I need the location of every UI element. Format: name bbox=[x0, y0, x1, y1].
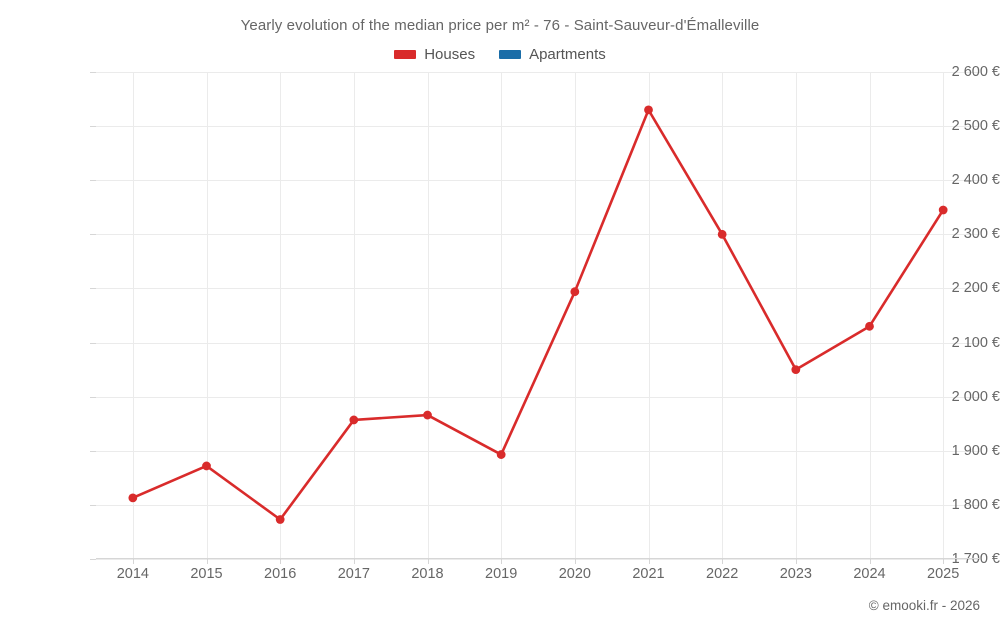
gridline-horizontal bbox=[96, 342, 980, 344]
y-axis-tick-label: 2 000 € bbox=[951, 388, 1000, 405]
gridline-horizontal bbox=[96, 396, 980, 398]
y-axis-tick-mark bbox=[90, 396, 96, 398]
x-axis-tick-label: 2023 bbox=[779, 566, 812, 582]
legend-label-apartments: Apartments bbox=[529, 46, 606, 63]
y-axis-tick-mark bbox=[90, 342, 96, 344]
x-axis-tick-mark bbox=[353, 558, 355, 564]
y-axis-tick-mark bbox=[90, 288, 96, 290]
legend-item-apartments[interactable]: Apartments bbox=[499, 46, 606, 63]
legend-swatch-apartments bbox=[499, 50, 522, 59]
gridline-vertical bbox=[795, 72, 797, 559]
legend-item-houses[interactable]: Houses bbox=[394, 46, 475, 63]
x-axis-tick-label: 2018 bbox=[411, 566, 444, 582]
legend-label-houses: Houses bbox=[424, 46, 476, 63]
gridline-vertical bbox=[574, 72, 576, 559]
chart-title: Yearly evolution of the median price per… bbox=[240, 17, 760, 34]
legend-swatch-houses bbox=[394, 50, 417, 59]
x-axis-tick-mark bbox=[132, 558, 134, 564]
gridline-vertical bbox=[648, 72, 650, 559]
gridline-vertical bbox=[501, 72, 503, 559]
x-axis-tick-label: 2014 bbox=[116, 566, 149, 582]
y-axis-tick-mark bbox=[90, 559, 96, 560]
x-axis-tick-label: 2024 bbox=[853, 566, 886, 582]
y-axis-tick-label: 1 800 € bbox=[951, 496, 1000, 513]
gridline-vertical bbox=[869, 72, 871, 559]
x-axis-line bbox=[96, 558, 980, 559]
x-axis-tick-label: 2019 bbox=[485, 566, 518, 582]
x-axis-tick-mark bbox=[722, 558, 724, 564]
y-axis-tick-label: 2 200 € bbox=[951, 280, 1000, 297]
footer-credit: © emooki.fr - 2026 bbox=[868, 598, 980, 613]
x-axis-tick-label: 2025 bbox=[927, 566, 960, 582]
x-axis-tick-mark bbox=[427, 558, 429, 564]
y-axis-tick-mark bbox=[90, 72, 96, 73]
gridline-horizontal bbox=[96, 559, 980, 560]
y-axis-tick-mark bbox=[90, 450, 96, 452]
x-axis-tick-mark bbox=[206, 558, 208, 564]
x-axis-tick-label: 2017 bbox=[337, 566, 370, 582]
x-axis-tick-label: 2021 bbox=[632, 566, 665, 582]
gridline-vertical bbox=[943, 72, 945, 559]
y-axis-tick-label: 2 600 € bbox=[951, 64, 1000, 80]
chart-legend: Houses Apartments bbox=[0, 46, 1000, 63]
y-axis-tick-mark bbox=[90, 126, 96, 128]
gridline-vertical bbox=[132, 72, 134, 559]
x-axis-tick-mark bbox=[943, 558, 945, 564]
y-axis-tick-mark bbox=[90, 234, 96, 236]
gridline-horizontal bbox=[96, 126, 980, 128]
x-axis-tick-label: 2020 bbox=[558, 566, 591, 582]
gridline-vertical bbox=[280, 72, 282, 559]
gridline-horizontal bbox=[96, 234, 980, 236]
x-axis-tick-mark bbox=[648, 558, 650, 564]
x-axis-tick-mark bbox=[795, 558, 797, 564]
gridline-vertical bbox=[353, 72, 355, 559]
y-axis-tick-mark bbox=[90, 180, 96, 182]
gridline-vertical bbox=[206, 72, 208, 559]
y-axis-tick-mark bbox=[90, 504, 96, 506]
plot-area bbox=[96, 72, 980, 560]
gridline-horizontal bbox=[96, 504, 980, 506]
x-axis-tick-label: 2015 bbox=[190, 566, 223, 582]
gridline-horizontal bbox=[96, 450, 980, 452]
y-axis-tick-label: 2 500 € bbox=[951, 118, 1000, 135]
gridline-vertical bbox=[722, 72, 724, 559]
x-axis-tick-label: 2022 bbox=[706, 566, 739, 582]
gridline-horizontal bbox=[96, 72, 980, 73]
x-axis-tick-mark bbox=[501, 558, 503, 564]
x-axis-tick-label: 2016 bbox=[264, 566, 297, 582]
y-axis-tick-label: 2 300 € bbox=[951, 226, 1000, 243]
y-axis-tick-label: 1 700 € bbox=[951, 551, 1000, 567]
x-axis-tick-mark bbox=[574, 558, 576, 564]
y-axis-tick-label: 2 100 € bbox=[951, 334, 1000, 351]
x-axis-tick-mark bbox=[869, 558, 871, 564]
y-axis-tick-label: 2 400 € bbox=[951, 172, 1000, 189]
gridline-horizontal bbox=[96, 180, 980, 182]
gridline-horizontal bbox=[96, 288, 980, 290]
y-axis-tick-label: 1 900 € bbox=[951, 442, 1000, 459]
gridline-vertical bbox=[427, 72, 429, 559]
x-axis-tick-mark bbox=[280, 558, 282, 564]
